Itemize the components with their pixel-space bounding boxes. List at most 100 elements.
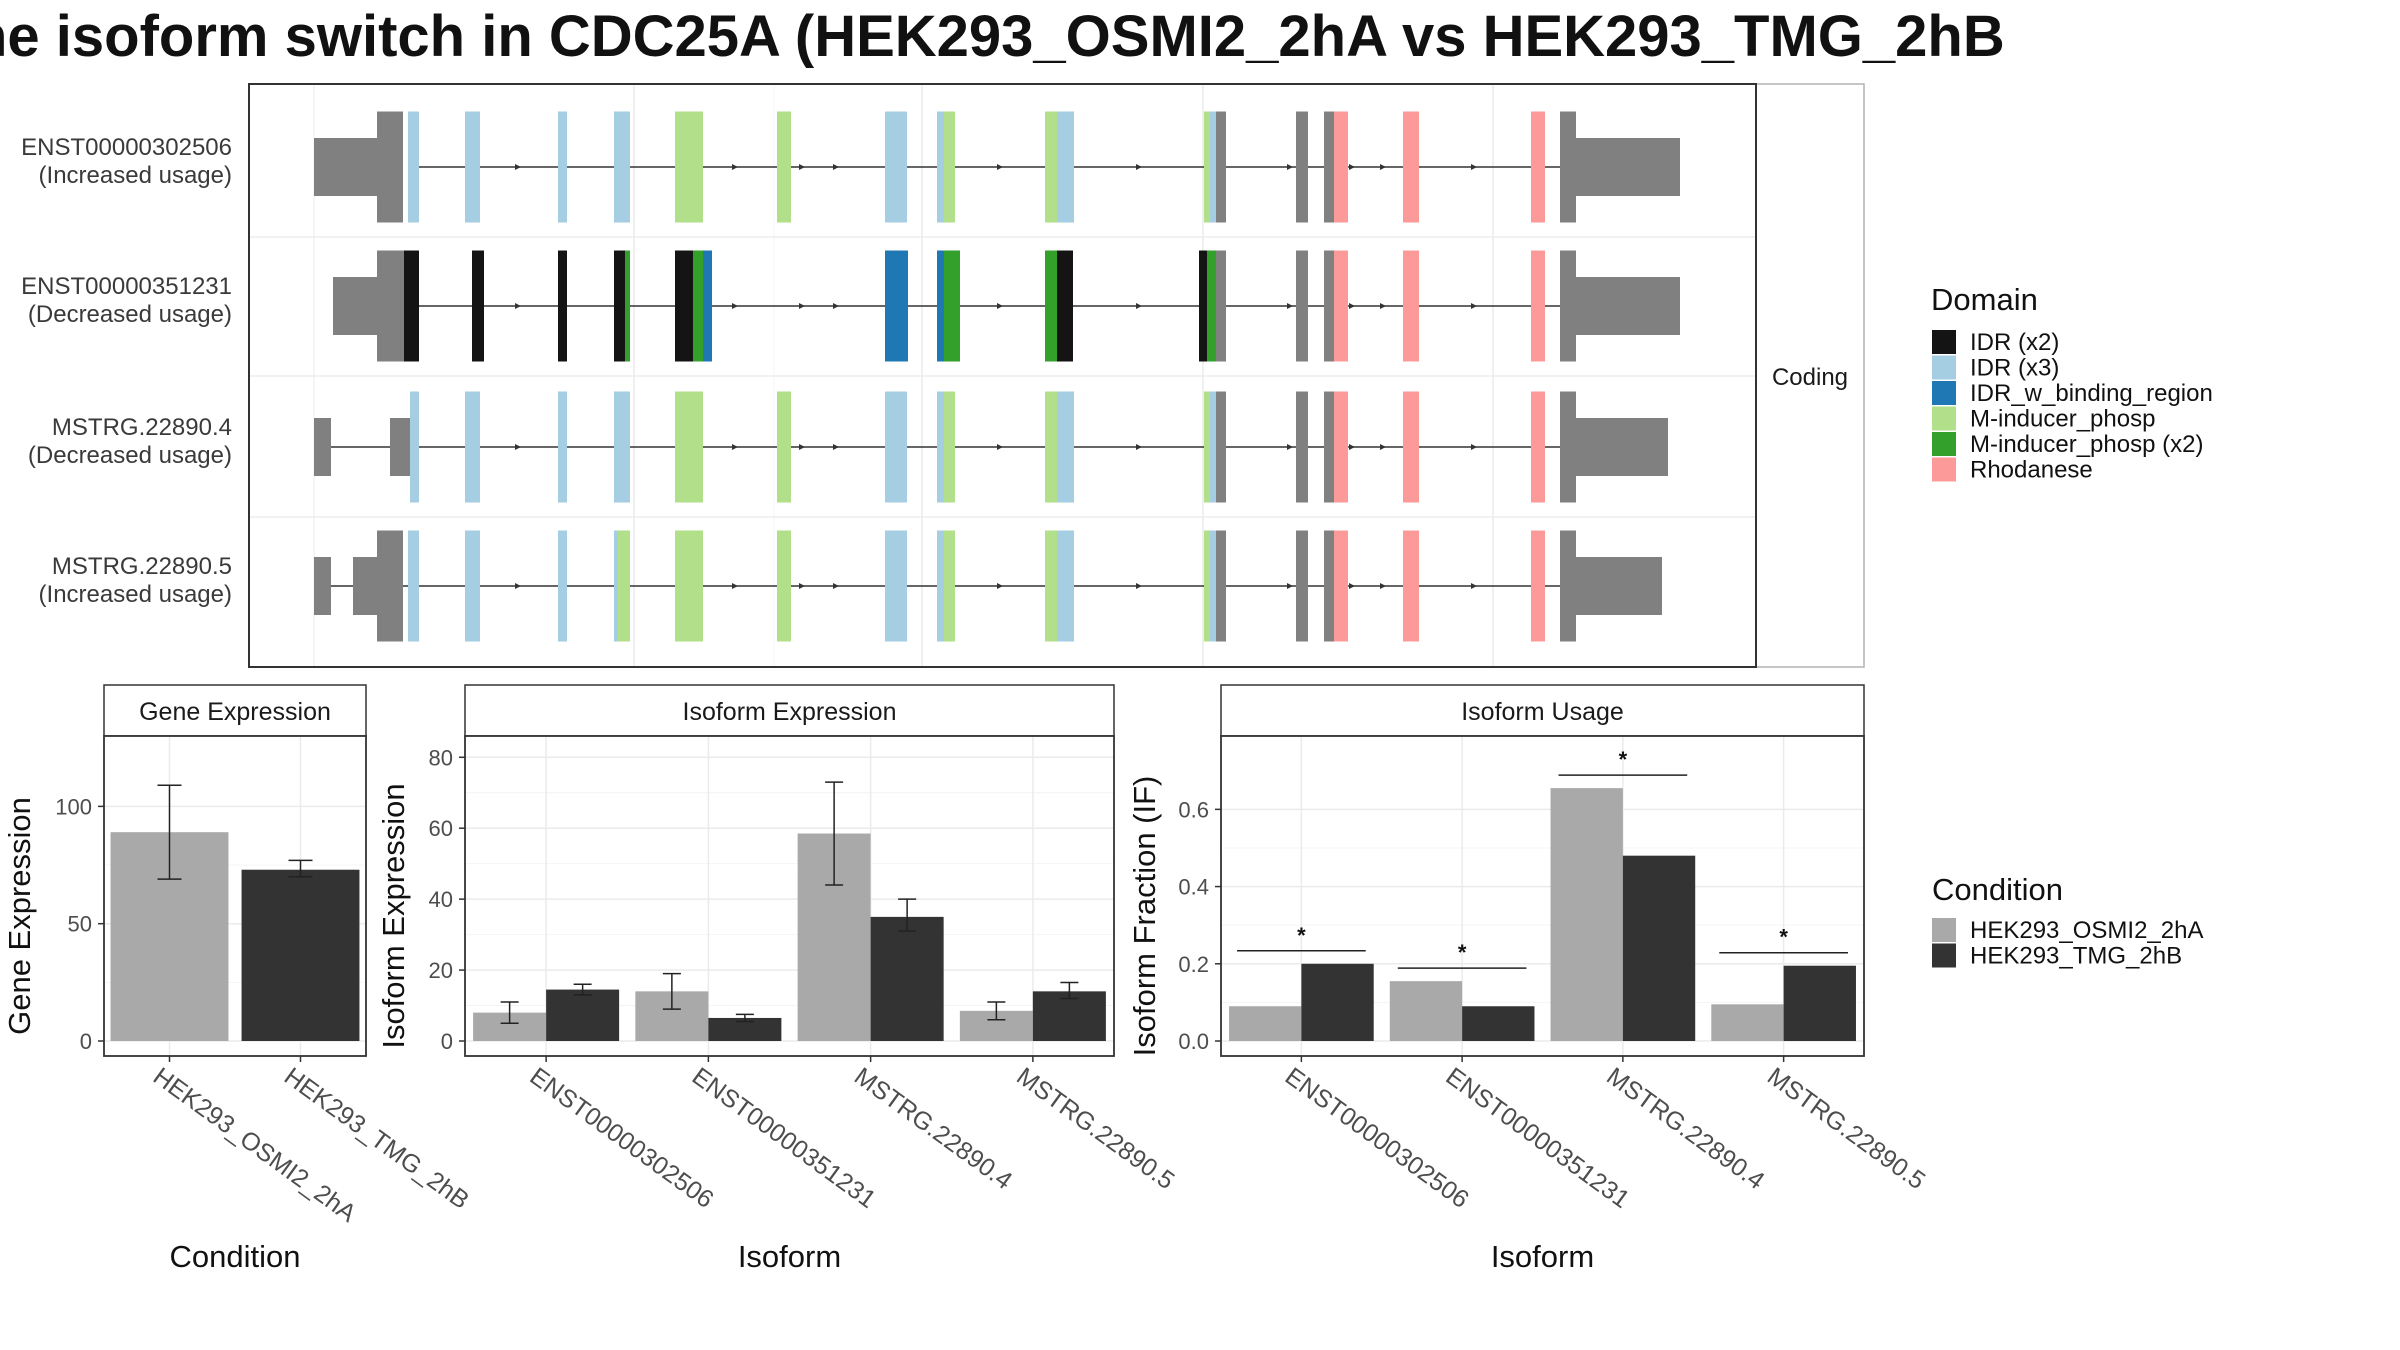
strand-arrow bbox=[833, 444, 839, 450]
strand-arrow bbox=[1349, 164, 1355, 170]
transcript-row: ENST00000351231(Decreased usage) bbox=[21, 250, 1680, 362]
condition-legend-label: HEK293_OSMI2_2hA bbox=[1970, 917, 2203, 944]
error-bar bbox=[288, 859, 313, 878]
strand-arrow bbox=[1136, 303, 1142, 309]
exon-block bbox=[1296, 250, 1308, 362]
exon-block bbox=[377, 111, 403, 223]
transcript-id-label: ENST00000302506 bbox=[21, 134, 232, 161]
domain-idr-x2 bbox=[1199, 250, 1207, 362]
domain-rhodanese bbox=[1531, 111, 1545, 223]
domain-legend-label: IDR_w_binding_region bbox=[1970, 380, 2213, 407]
domain-rhodanese bbox=[1334, 111, 1348, 223]
error-bar bbox=[662, 972, 681, 1010]
error-bar bbox=[573, 983, 592, 996]
domain-legend: Domain IDR (x2)IDR (x3)IDR_w_binding_regi… bbox=[1931, 282, 2213, 484]
domain-rhodanese bbox=[1403, 530, 1419, 642]
domain-idr-x3 bbox=[885, 530, 907, 642]
condition-legend-swatch bbox=[1932, 918, 1956, 942]
exon-block bbox=[377, 250, 404, 362]
domain-legend-swatch bbox=[1932, 432, 1956, 456]
strand-arrow bbox=[732, 444, 738, 450]
strand-arrow bbox=[1349, 444, 1355, 450]
y-axis-title: Isoform Expression bbox=[376, 783, 411, 1048]
domain-rhodanese bbox=[1334, 530, 1348, 642]
y-tick-label: 60 bbox=[429, 816, 453, 841]
y-tick-label: 0.4 bbox=[1178, 875, 1209, 900]
strand-arrow bbox=[515, 164, 521, 170]
utr-block bbox=[333, 277, 377, 335]
y-tick-label: 40 bbox=[429, 887, 453, 912]
panel-border bbox=[103, 735, 367, 1057]
transcript-usage-label: (Decreased usage) bbox=[28, 442, 232, 469]
y-tick-label: 0.6 bbox=[1178, 797, 1209, 822]
x-axis-title: Isoform bbox=[738, 1239, 841, 1274]
utr-block bbox=[1576, 557, 1662, 615]
strand-arrow bbox=[833, 583, 839, 589]
domain-m-inducer-phosp bbox=[1204, 391, 1210, 503]
domain-legend-label: IDR (x3) bbox=[1970, 355, 2059, 382]
strand-arrow bbox=[997, 444, 1003, 450]
x-tick-label: MSTRG.22890.5 bbox=[1011, 1062, 1179, 1195]
y-tick-label: 20 bbox=[429, 958, 453, 983]
panel-border bbox=[464, 735, 1115, 1057]
domain-idr-x2 bbox=[1057, 250, 1073, 362]
x-tick-label: MSTRG.22890.5 bbox=[1762, 1062, 1930, 1195]
bar bbox=[1622, 855, 1696, 1041]
panel-strip bbox=[1220, 684, 1865, 737]
utr-block bbox=[390, 418, 410, 476]
structure-strip-bg bbox=[1755, 83, 1865, 668]
domain-idr-x2 bbox=[614, 250, 625, 362]
chart-panel: Isoform Expression020406080ENST000003025… bbox=[376, 684, 1180, 1274]
domain-idr-x3 bbox=[614, 391, 630, 503]
domain-m-inducer-phosp-x2 bbox=[693, 250, 703, 362]
domain-m-inducer-phosp bbox=[1045, 111, 1057, 223]
utr-block bbox=[314, 138, 377, 196]
chart-panel: Isoform Usage****0.00.20.40.6ENST0000030… bbox=[1127, 684, 1930, 1274]
bar bbox=[1783, 965, 1856, 1041]
transcript-id-label: MSTRG.22890.5 bbox=[52, 553, 232, 580]
exon-block bbox=[1560, 391, 1576, 503]
strand-arrow bbox=[515, 303, 521, 309]
domain-legend-swatch bbox=[1932, 330, 1956, 354]
x-tick-label: MSTRG.22890.4 bbox=[1601, 1062, 1769, 1195]
strand-arrow bbox=[799, 164, 805, 170]
domain-legend-title: Domain bbox=[1931, 282, 2038, 317]
y-tick-label: 50 bbox=[68, 912, 92, 937]
domain-m-inducer-phosp bbox=[944, 111, 955, 223]
strand-arrow bbox=[732, 583, 738, 589]
domain-idr-x3 bbox=[408, 530, 419, 642]
y-tick-label: 0.2 bbox=[1178, 952, 1209, 977]
domain-m-inducer-phosp bbox=[777, 111, 791, 223]
transcript-usage-label: (Increased usage) bbox=[39, 581, 232, 608]
domain-idr-x3 bbox=[885, 391, 907, 503]
x-tick-label: MSTRG.22890.4 bbox=[849, 1062, 1017, 1195]
transcript-usage-label: (Increased usage) bbox=[39, 162, 232, 189]
panel-strip bbox=[103, 684, 367, 737]
domain-rhodanese bbox=[1403, 391, 1419, 503]
domain-idr-x3 bbox=[408, 111, 419, 223]
domain-idr-binding-region bbox=[885, 250, 908, 362]
domain-idr-x3 bbox=[614, 111, 630, 223]
domain-idr-x3 bbox=[465, 530, 480, 642]
domain-m-inducer-phosp bbox=[675, 391, 703, 503]
strand-arrow bbox=[1349, 303, 1355, 309]
strand-arrow bbox=[1287, 444, 1293, 450]
domain-idr-x2 bbox=[675, 250, 693, 362]
domain-m-inducer-phosp bbox=[1204, 111, 1210, 223]
strand-arrow bbox=[1136, 444, 1142, 450]
transcript-row: MSTRG.22890.5(Increased usage) bbox=[39, 530, 1662, 642]
strand-arrow bbox=[1287, 303, 1293, 309]
domain-idr-binding-region bbox=[703, 250, 712, 362]
error-bar bbox=[735, 1013, 754, 1023]
domain-legend-label: M-inducer_phosp (x2) bbox=[1970, 431, 2203, 458]
domain-m-inducer-phosp bbox=[1045, 530, 1057, 642]
domain-idr-x2 bbox=[472, 250, 484, 362]
y-tick-label: 0.0 bbox=[1178, 1029, 1209, 1054]
bar bbox=[546, 989, 620, 1041]
strand-arrow bbox=[799, 583, 805, 589]
exon-block bbox=[1216, 250, 1226, 362]
error-bar bbox=[500, 1001, 519, 1025]
domain-rhodanese bbox=[1531, 250, 1545, 362]
